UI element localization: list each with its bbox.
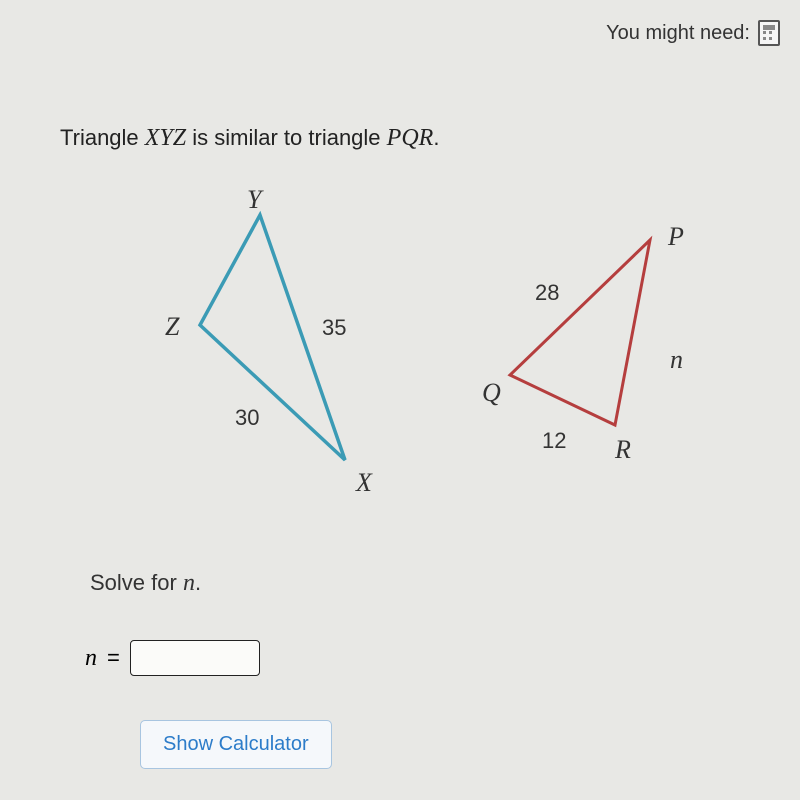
side-pr-value: n	[670, 345, 683, 375]
triangle1-name: XYZ	[145, 125, 186, 151]
hint-text: You might need:	[606, 22, 750, 45]
triangle-pqr	[510, 240, 650, 425]
triangles-svg	[60, 180, 740, 520]
answer-input[interactable]	[130, 640, 260, 676]
answer-row: n =	[85, 640, 260, 676]
problem-statement: Triangle XYZ is similar to triangle PQR.	[60, 125, 439, 152]
vertex-y-label: Y	[247, 185, 261, 215]
side-zx-value: 30	[235, 405, 259, 431]
show-calculator-button[interactable]: Show Calculator	[140, 720, 332, 769]
equals-sign: =	[107, 645, 120, 671]
vertex-p-label: P	[668, 222, 684, 252]
answer-variable: n	[85, 645, 97, 672]
vertex-x-label: X	[356, 468, 372, 498]
problem-suffix: .	[433, 125, 439, 150]
solve-suffix: .	[195, 570, 201, 595]
solve-prompt: Solve for n.	[90, 570, 201, 597]
vertex-z-label: Z	[165, 312, 179, 342]
solve-prefix: Solve for	[90, 570, 183, 595]
side-xy-value: 35	[322, 315, 346, 341]
vertex-r-label: R	[615, 435, 631, 465]
hint-bar: You might need:	[606, 20, 780, 46]
side-pq-value: 28	[535, 280, 559, 306]
problem-middle: is similar to triangle	[186, 125, 387, 150]
calculator-icon[interactable]	[758, 20, 780, 46]
side-qr-value: 12	[542, 428, 566, 454]
vertex-q-label: Q	[482, 378, 501, 408]
solve-variable: n	[183, 570, 195, 596]
problem-prefix: Triangle	[60, 125, 145, 150]
diagram-area: Y Z X 35 30 P Q R 28 12 n	[60, 180, 740, 520]
triangle2-name: PQR	[387, 125, 434, 151]
